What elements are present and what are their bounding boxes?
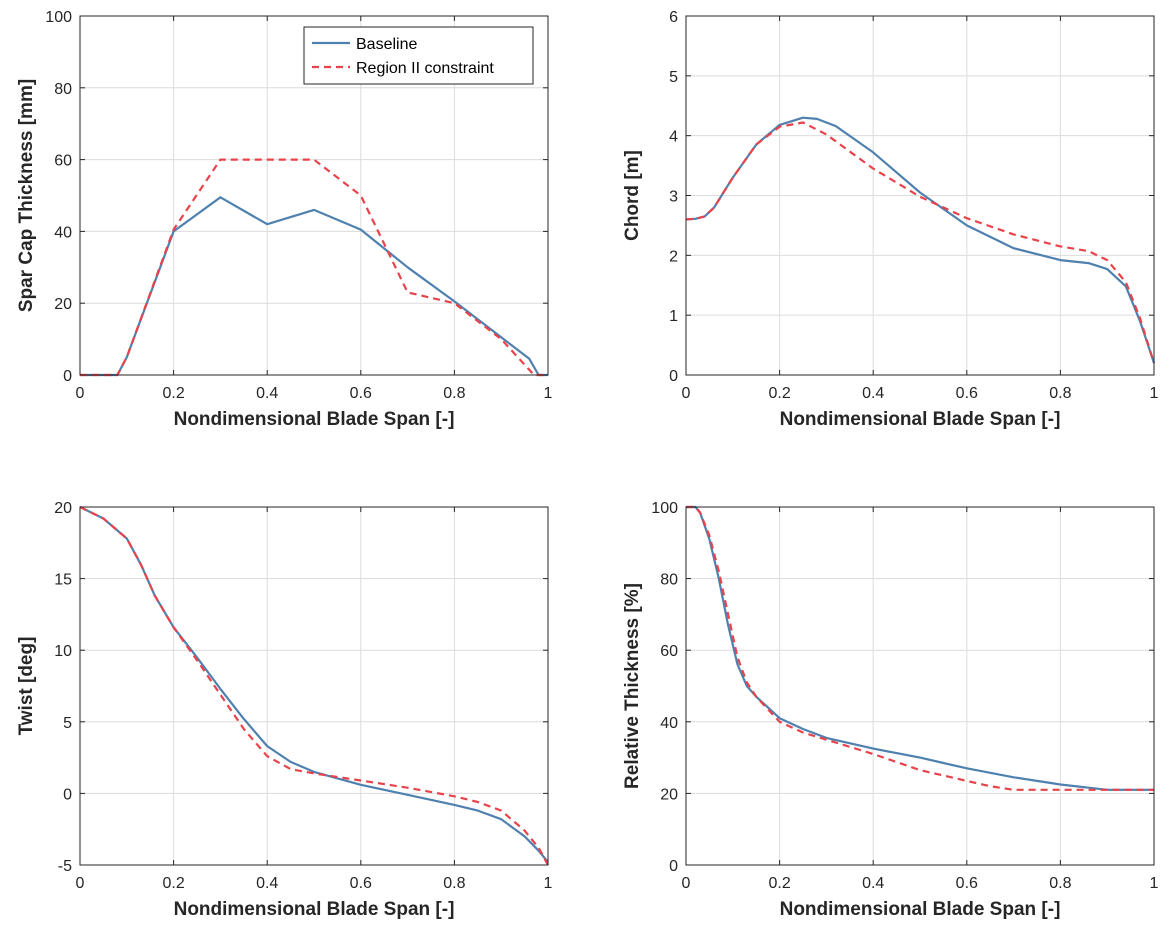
x-axis-label: Nondimensional Blade Span [-]: [780, 409, 1061, 430]
x-axis-label: Nondimensional Blade Span [-]: [780, 899, 1061, 920]
x-tick-label: 0.2: [768, 385, 790, 402]
axes-frame: [79, 506, 549, 866]
x-tick-label: 0: [76, 385, 85, 402]
y-tick-label: 80: [660, 572, 678, 589]
x-tick-label: 0.8: [1049, 385, 1071, 402]
y-tick-label: 0: [63, 786, 72, 803]
y-axis-label: Twist [deg]: [16, 637, 37, 736]
y-tick-label: 20: [54, 500, 72, 517]
plot-area: [686, 507, 1154, 865]
y-tick-label: 60: [660, 643, 678, 660]
legend-box: [303, 26, 534, 85]
axes-frame: [685, 506, 1155, 866]
y-axis-label: Spar Cap Thickness [mm]: [16, 79, 37, 312]
y-tick-label: 60: [54, 153, 72, 170]
series-line-region-ii-constraint: [686, 505, 1154, 791]
series-line-baseline: [79, 506, 549, 863]
subplot-relative-thickness: 0 0.2 0.4 0.6 0.8 1 0 20 40 60 80 100 Nondimensional…: [622, 500, 1159, 920]
y-tick-label: 5: [669, 69, 678, 86]
y-tick-label: 80: [54, 81, 72, 98]
x-tick-label: 0.8: [443, 385, 465, 402]
y-tick-label: 5: [63, 715, 72, 732]
y-tick-label: 15: [54, 572, 72, 589]
series-line-baseline: [80, 196, 548, 377]
x-tick-label: 0: [682, 875, 691, 892]
x-tick-label: 0.8: [443, 875, 465, 892]
x-tick-label: 0.6: [956, 875, 978, 892]
y-tick-label: 2: [669, 248, 678, 265]
x-tick-label: 0.4: [862, 875, 884, 892]
plot-area: [80, 507, 548, 865]
x-tick-label: 0.2: [768, 875, 790, 892]
y-tick-label: 3: [669, 189, 678, 206]
x-tick-label: 1: [544, 875, 553, 892]
y-tick-label: 100: [651, 500, 678, 517]
y-tick-label: 0: [63, 368, 72, 385]
y-tick-label: 1: [669, 308, 678, 325]
y-tick-label: 40: [660, 715, 678, 732]
y-axis-label: Relative Thickness [%]: [622, 583, 643, 789]
series-line-region-ii-constraint: [79, 506, 549, 866]
y-axis-label: Chord [m]: [622, 150, 643, 241]
x-tick-label: 0.2: [162, 385, 184, 402]
subplot-spar-cap-thickness: 0 0.2 0.4 0.6 0.8 1 0 20 40 60 80 100 Nondimensional…: [16, 9, 553, 430]
x-axis-label: Nondimensional Blade Span [-]: [174, 899, 455, 920]
legend-entry-label: Baseline: [356, 36, 417, 53]
y-tick-label: 4: [669, 129, 678, 146]
x-tick-label: 0.6: [350, 385, 372, 402]
x-tick-label: 1: [1150, 385, 1159, 402]
legend: Baseline Region II constraint: [303, 26, 534, 85]
y-tick-label: 10: [54, 643, 72, 660]
x-tick-label: 0.2: [162, 875, 184, 892]
series-line-region-ii-constraint: [685, 121, 1156, 364]
x-tick-label: 0.4: [862, 385, 884, 402]
legend-entry-label: Region II constraint: [356, 60, 494, 77]
y-tick-label: 20: [660, 786, 678, 803]
subplot-chord: 0 0.2 0.4 0.6 0.8 1 0 1 2 3 4 5 6 Nondimensional Blad…: [622, 9, 1159, 430]
x-tick-label: 0.4: [256, 875, 278, 892]
y-tick-label: 0: [669, 368, 678, 385]
x-tick-label: 0: [682, 385, 691, 402]
x-tick-label: 0.4: [256, 385, 278, 402]
y-tick-label: -5: [58, 858, 72, 875]
x-tick-label: 1: [544, 385, 553, 402]
y-tick-label: 20: [54, 296, 72, 313]
x-tick-label: 0: [76, 875, 85, 892]
x-tick-label: 1: [1150, 875, 1159, 892]
x-tick-label: 0.8: [1049, 875, 1071, 892]
x-tick-label: 0.6: [956, 385, 978, 402]
y-tick-label: 100: [45, 9, 72, 26]
axes-frame: [79, 15, 549, 376]
x-tick-label: 0.6: [350, 875, 372, 892]
y-tick-label: 40: [54, 224, 72, 241]
y-tick-label: 6: [669, 9, 678, 26]
y-tick-label: 0: [669, 858, 678, 875]
x-axis-label: Nondimensional Blade Span [-]: [174, 409, 455, 430]
